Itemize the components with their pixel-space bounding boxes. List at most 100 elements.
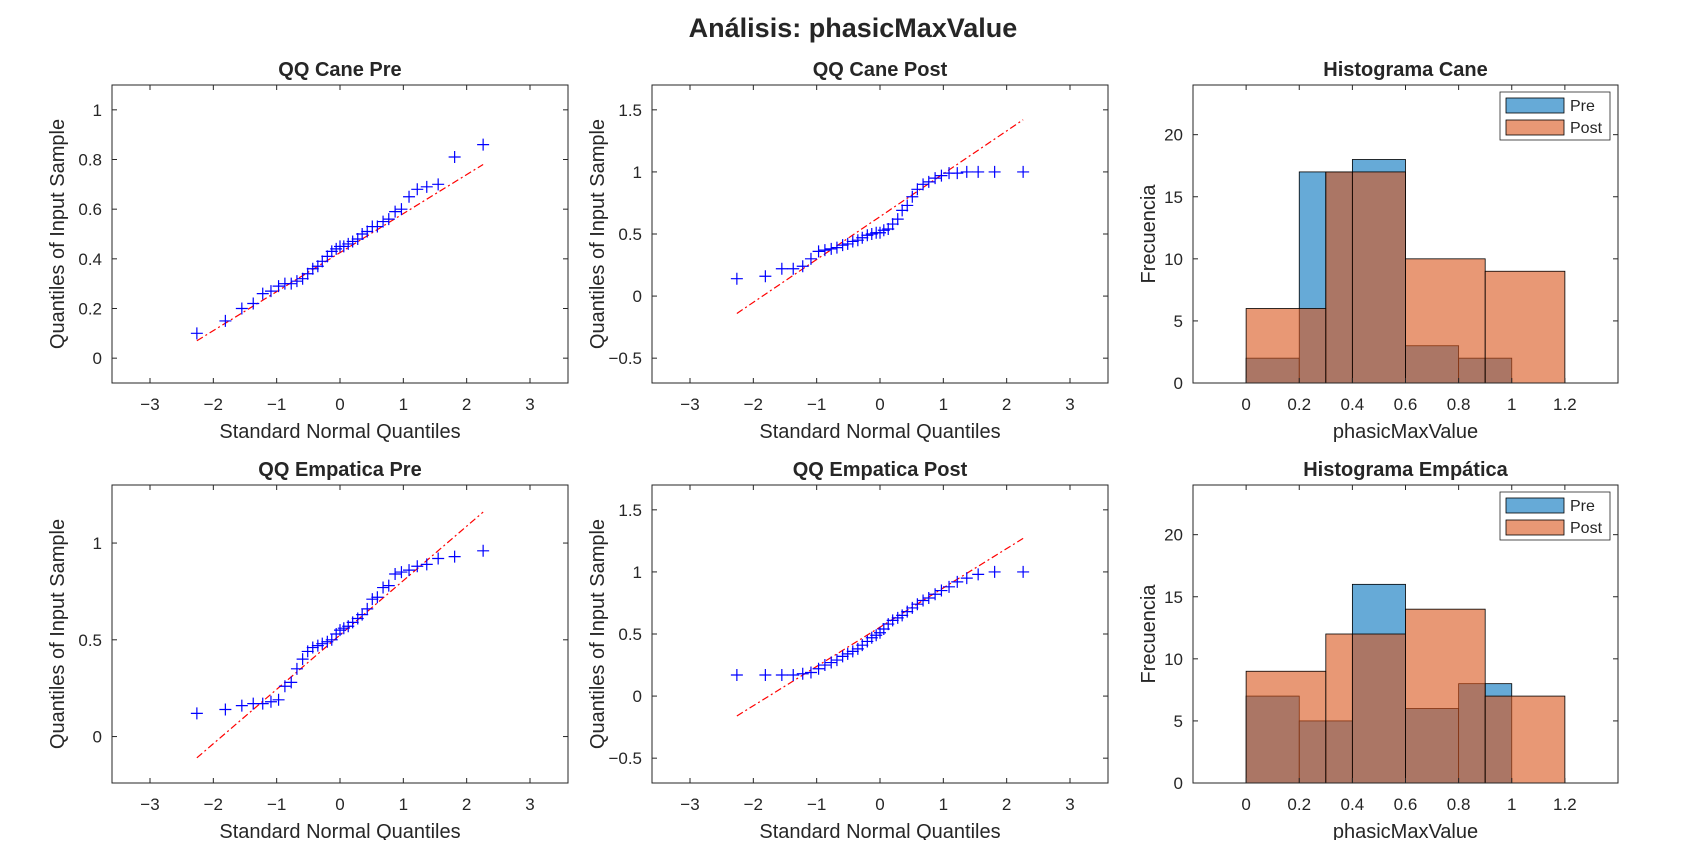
qq-point-34 — [420, 180, 433, 193]
panel-title: Histograma Empática — [1303, 459, 1508, 481]
qq-point-11 — [836, 239, 849, 252]
qq-point-29 — [922, 175, 935, 188]
x-tick-label: 0.6 — [1394, 795, 1418, 814]
qq-point-2 — [759, 668, 772, 681]
qq-point-32 — [403, 190, 416, 203]
qq-point-3 — [235, 302, 248, 315]
qq-point-7 — [812, 662, 825, 675]
x-tick-label: −3 — [140, 395, 159, 414]
x-tick-label: −2 — [744, 795, 763, 814]
qq-point-35 — [432, 552, 445, 565]
qq-point-15 — [856, 231, 869, 244]
qq-point-29 — [922, 591, 935, 604]
y-tick-label: 0 — [633, 687, 642, 706]
x-tick-label: 0 — [875, 795, 884, 814]
qq-point-29 — [382, 213, 395, 226]
panel-title: QQ Empatica Pre — [258, 459, 421, 481]
qq-point-31 — [935, 584, 948, 597]
x-tick-label: 3 — [1065, 795, 1074, 814]
x-tick-label: −3 — [140, 795, 159, 814]
qq-point-8 — [818, 659, 831, 672]
legend-swatch-pre — [1505, 97, 1565, 114]
y-tick-label: 0.4 — [78, 250, 102, 269]
x-tick-label: −2 — [744, 395, 763, 414]
qq-point-33 — [951, 167, 964, 180]
qq-point-33 — [951, 575, 964, 588]
qq-point-36 — [448, 550, 461, 563]
x-axis-label: phasicMaxValue — [1333, 421, 1478, 443]
x-tick-label: 0.8 — [1447, 795, 1471, 814]
x-tick-label: 0.2 — [1287, 395, 1311, 414]
x-tick-label: −1 — [807, 795, 826, 814]
qq-point-6 — [804, 666, 817, 679]
qq-point-22 — [886, 218, 899, 231]
qq-point-28 — [917, 594, 930, 607]
qq-point-28 — [917, 178, 930, 191]
legend: Pre Post — [1499, 91, 1611, 141]
qq-point-23 — [891, 213, 904, 226]
x-tick-label: −2 — [204, 795, 223, 814]
x-tick-label: −3 — [680, 795, 699, 814]
y-tick-label: 0.5 — [618, 225, 642, 244]
legend-label-pre: Pre — [1570, 498, 1595, 515]
qq-point-24 — [896, 204, 909, 217]
qq-point-2 — [759, 270, 772, 283]
qq-point-37 — [477, 544, 490, 557]
qq-point-24 — [356, 228, 369, 240]
x-tick-label: 2 — [1002, 795, 1011, 814]
y-tick-label: 20 — [1164, 526, 1183, 545]
qq-point-25 — [361, 602, 374, 615]
hist-bar-post-2 — [1325, 171, 1353, 384]
x-tick-label: 1 — [1507, 795, 1516, 814]
qq-point-7 — [272, 280, 285, 293]
qq-point-13 — [846, 645, 859, 658]
qq-point-34 — [960, 165, 973, 178]
x-tick-label: 0 — [335, 395, 344, 414]
qq-point-36 — [988, 165, 1001, 178]
y-tick-label: 0 — [633, 287, 642, 306]
qq-point-15 — [316, 255, 329, 268]
y-tick-label: −0.5 — [608, 349, 642, 368]
qq-point-31 — [395, 203, 408, 216]
hist-bar-post-4 — [1405, 258, 1486, 384]
qq-point-29 — [382, 579, 395, 592]
y-axis-label: Quantiles of Input Sample — [587, 519, 609, 749]
x-tick-label: 1 — [399, 795, 408, 814]
hist-bar-post-2 — [1325, 633, 1353, 784]
panel-1: −3 −2 −1 0 1 2 3 0 0.2 0.4 0.6 0.8 1 QQ Cane Pre Stand… — [47, 59, 569, 443]
axes-box — [111, 84, 569, 384]
hist-bar-post-3 — [1351, 171, 1406, 384]
qq-point-10 — [290, 662, 303, 675]
qq-point-25 — [901, 199, 914, 212]
hist-bar-post-1 — [1245, 308, 1327, 384]
qq-point-35 — [432, 178, 445, 191]
x-tick-label: 1 — [939, 395, 948, 414]
qq-point-30 — [389, 568, 402, 581]
y-tick-label: 1 — [633, 563, 642, 582]
y-axis-label: Quantiles of Input Sample — [47, 119, 69, 349]
y-tick-label: 5 — [1174, 712, 1183, 731]
legend-label-pre: Pre — [1570, 98, 1595, 115]
x-tick-label: 1.2 — [1553, 395, 1577, 414]
y-tick-label: 0 — [1174, 374, 1183, 393]
qq-point-24 — [356, 608, 369, 621]
qq-point-31 — [935, 169, 948, 182]
y-axis-label: Frecuencia — [1138, 584, 1160, 684]
qq-point-13 — [306, 262, 319, 275]
qq-point-35 — [972, 568, 985, 581]
qq-point-22 — [346, 235, 359, 248]
qq-reference-line — [196, 511, 484, 759]
panel-4: −3 −2 −1 0 1 2 3 0 0.5 1 QQ Empatica Pre Standard N… — [47, 459, 569, 843]
qq-point-28 — [377, 581, 390, 594]
legend-swatch-post — [1505, 119, 1565, 136]
qq-point-6 — [264, 285, 277, 298]
x-tick-label: 0 — [1241, 795, 1250, 814]
x-tick-label: 2 — [462, 395, 471, 414]
qq-point-1 — [730, 272, 743, 285]
y-axis-label: Frecuencia — [1138, 184, 1160, 284]
qq-point-35 — [972, 165, 985, 178]
x-tick-label: 3 — [525, 795, 534, 814]
qq-point-36 — [448, 151, 461, 164]
panel-6: 0 0.2 0.4 0.6 0.8 1 1.2 0 5 10 15 20 Histograma Empá… — [1138, 459, 1619, 843]
